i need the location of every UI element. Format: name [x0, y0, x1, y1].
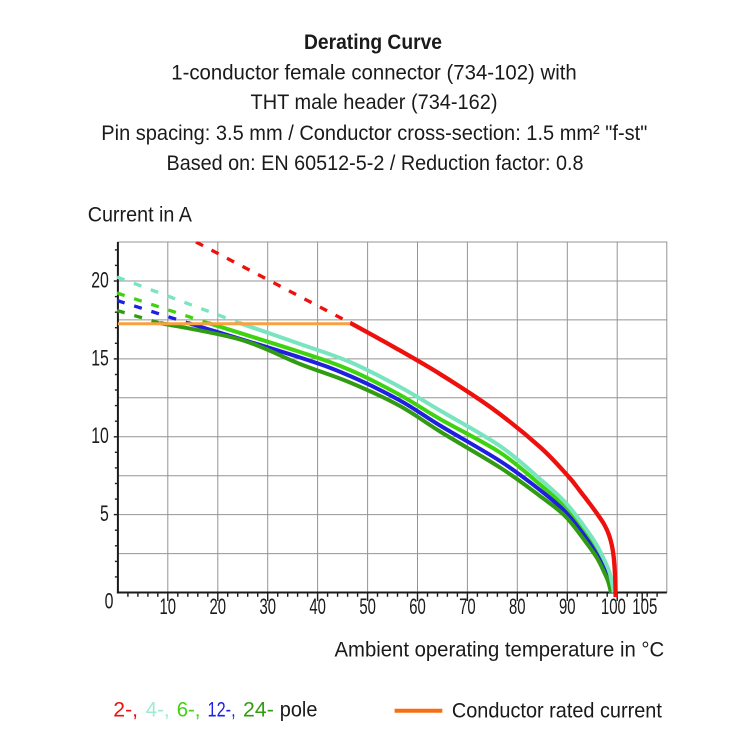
svg-text:40: 40 [309, 594, 326, 619]
svg-text:Pin spacing: 3.5 mm / Conducto: Pin spacing: 3.5 mm / Conductor cross-se… [101, 122, 647, 145]
svg-text:10: 10 [160, 594, 177, 619]
svg-text:105: 105 [632, 594, 657, 619]
svg-text:60: 60 [409, 594, 426, 619]
svg-text:50: 50 [359, 594, 376, 619]
svg-text:6-,: 6-, [177, 699, 201, 722]
svg-text:24-: 24- [243, 699, 274, 722]
svg-text:30: 30 [259, 594, 276, 619]
svg-text:100: 100 [601, 594, 626, 619]
svg-text:80: 80 [509, 594, 526, 619]
svg-text:Derating Curve: Derating Curve [304, 31, 442, 54]
svg-text:20: 20 [210, 594, 227, 619]
svg-text:20: 20 [91, 268, 109, 293]
svg-text:THT male header (734-162): THT male header (734-162) [251, 91, 498, 114]
svg-text:1-conductor female connector (: 1-conductor female connector (734-102) w… [171, 61, 577, 84]
svg-text:90: 90 [559, 594, 576, 619]
svg-text:15: 15 [91, 345, 109, 370]
svg-text:pole: pole [280, 699, 318, 722]
svg-text:5: 5 [100, 501, 109, 526]
svg-text:0: 0 [105, 588, 114, 613]
svg-text:Ambient operating temperature: Ambient operating temperature in °C [335, 638, 665, 661]
svg-text:Conductor rated current: Conductor rated current [452, 700, 662, 723]
svg-text:Current in A: Current in A [88, 204, 192, 227]
svg-text:12-,: 12-, [208, 699, 236, 722]
svg-text:Based on: EN 60512-5-2 / Reduc: Based on: EN 60512-5-2 / Reduction facto… [167, 152, 584, 175]
svg-text:70: 70 [459, 594, 476, 619]
svg-text:2-,: 2-, [113, 699, 138, 722]
svg-text:4-,: 4-, [146, 699, 170, 722]
svg-text:10: 10 [91, 423, 109, 448]
